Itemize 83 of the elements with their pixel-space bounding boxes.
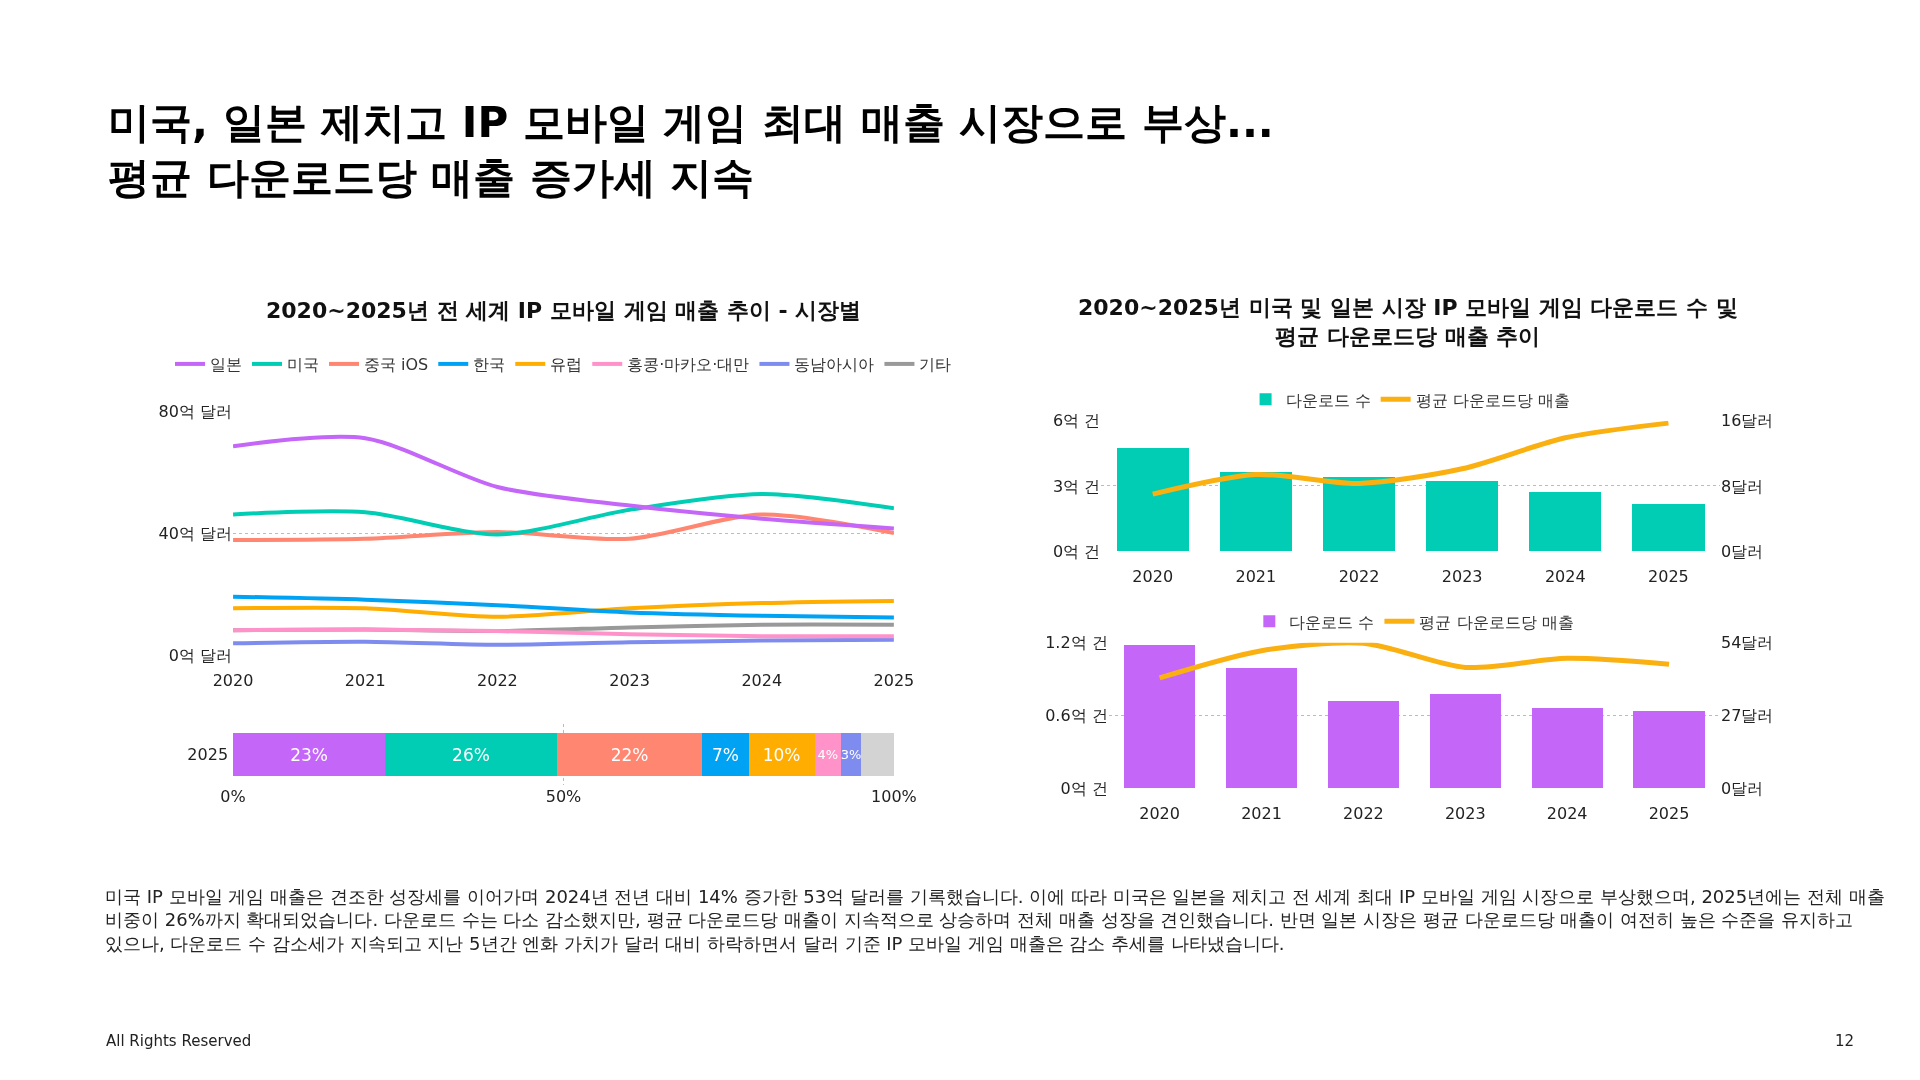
text: All Rights Reserved (106, 1032, 252, 1050)
bar (1225, 668, 1298, 789)
data-label: 7% (711, 744, 739, 765)
data-label: 23% (290, 744, 328, 765)
y-tick-label: 3억 건 (1052, 476, 1101, 496)
y-tick-label: 2025 (187, 745, 229, 765)
bar (702, 733, 749, 776)
x-tick-label: 2025 (1648, 804, 1690, 824)
bar (1531, 708, 1603, 789)
x-tick-label: 2021 (344, 671, 386, 691)
bar (814, 733, 842, 776)
y-tick-label: 1.2억 건 (1045, 633, 1108, 653)
x-tick-label: 2023 (1444, 804, 1486, 824)
line-series (233, 492, 894, 537)
bar (1529, 491, 1602, 552)
x-tick-label: 2024 (1546, 804, 1588, 824)
y2-tick-label: 0달러 (1721, 541, 1764, 561)
bar (1429, 693, 1501, 789)
bar (1322, 477, 1396, 552)
y-tick-label: 40억 달러 (158, 524, 233, 544)
chart-title: 2020~2025년 미국 및 일본 시장 IP 모바일 게임 다운로드 수 및 평균 다운로드당 매출 추이 (1078, 295, 1738, 349)
x-tick-label: 2023 (1441, 567, 1483, 587)
legend-label: 한국 (473, 355, 506, 375)
data-label: 4% (817, 747, 839, 763)
bar (1116, 448, 1189, 552)
text: 미국 IP 모바일 게임 매출은 견조한 성장세를 이어가며 2024년 전년 대비 14% 증가한 53억 달러를 기록했습니다. 이에 따라 미국은 일본을 제치고 전 세계 최대 IP 모바일 게임 시장으로 부상했으며, 2025년에는 전체 매출 비중이 26%까지 확대되었습니다. 다운로드 수는 다소 감소했지만, 평균 다운로드당 매출이 지속적으로 상승하며 전체 매출 성장을 견인했습니다. 반면 일본 시장은 평균 다운로드당 매출이 여전히 높은 수준을 유지하고 있으나, 다운로드 수 감소세가 지속되고 지난 5년간 엔화 가치가 달러 대비 하락하면서 달러 기준 IP 모바일 게임 매출은 감소 추세를 나타냈습니다. (105, 886, 1885, 954)
legend-label: 중국 iOS (363, 355, 429, 375)
legend-label: 홍콩·마카오·대만 (627, 355, 750, 375)
x-tick-label: 2020 (1139, 804, 1180, 824)
x-tick-label: 0% (220, 787, 246, 807)
legend-label: 다운로드 수 (1285, 390, 1371, 410)
x-tick-label: 2024 (741, 671, 783, 691)
x-tick-label: 2024 (1544, 567, 1586, 587)
x-tick-label: 2021 (1241, 804, 1282, 824)
bar (1219, 472, 1292, 552)
bar (1632, 503, 1705, 552)
y-tick-label: 0억 달러 (168, 646, 233, 666)
bar (748, 733, 815, 776)
legend-label: 기타 (919, 355, 952, 375)
bar (556, 733, 703, 776)
text: 12 (1835, 1032, 1855, 1050)
data-label: 3% (840, 747, 862, 763)
y2-tick-label: 54달러 (1721, 633, 1774, 653)
y2-tick-label: 8달러 (1721, 476, 1764, 496)
y2-tick-label: 27달러 (1721, 705, 1774, 725)
x-tick-label: 2022 (477, 671, 518, 691)
bar (233, 733, 386, 776)
x-tick-label: 2021 (1235, 567, 1277, 587)
legend-label: 다운로드 수 (1289, 612, 1375, 632)
legend-label: 일본 (209, 355, 242, 375)
bar (385, 733, 557, 776)
bar (860, 733, 894, 776)
data-label: 22% (610, 744, 649, 765)
data-label: 10% (762, 744, 801, 765)
y2-tick-label: 16달러 (1721, 411, 1774, 431)
x-tick-label: 2025 (1648, 567, 1689, 587)
data-label: 26% (452, 744, 490, 765)
x-tick-label: 2022 (1343, 804, 1384, 824)
legend-label: 유럽 (550, 355, 583, 375)
y-tick-label: 0억 건 (1052, 541, 1101, 561)
x-tick-label: 2020 (212, 671, 254, 691)
x-tick-label: 2022 (1338, 567, 1380, 587)
y-tick-label: 80억 달러 (158, 402, 233, 422)
x-tick-label: 2025 (873, 671, 915, 691)
legend-label: 평균 다운로드당 매출 (1415, 390, 1570, 410)
y-tick-label: 6억 건 (1052, 411, 1101, 431)
bar (1123, 645, 1196, 789)
line-series (233, 627, 894, 639)
y-tick-label: 0.6억 건 (1045, 705, 1108, 725)
bar (1327, 700, 1400, 789)
x-tick-label: 2023 (609, 671, 650, 691)
legend-label: 평균 다운로드당 매출 (1419, 612, 1574, 632)
text: 미국, 일본 제치고 IP 모바일 게임 최대 매출 시장으로 부상... 평균 다운로드당 매출 증가세 지속 (108, 98, 1274, 202)
y2-tick-label: 0달러 (1721, 778, 1764, 798)
legend-label: 미국 (286, 355, 319, 375)
chart-title: 2020~2025년 전 세계 IP 모바일 게임 매출 추이 - 시장별 (266, 298, 862, 323)
x-tick-label: 50% (545, 787, 582, 807)
x-tick-label: 100% (871, 787, 917, 807)
y-tick-label: 0억 건 (1060, 778, 1108, 798)
bar (1633, 710, 1705, 789)
x-tick-label: 2020 (1132, 567, 1174, 587)
legend-label: 동남아시아 (794, 355, 875, 375)
bar (1426, 481, 1499, 552)
